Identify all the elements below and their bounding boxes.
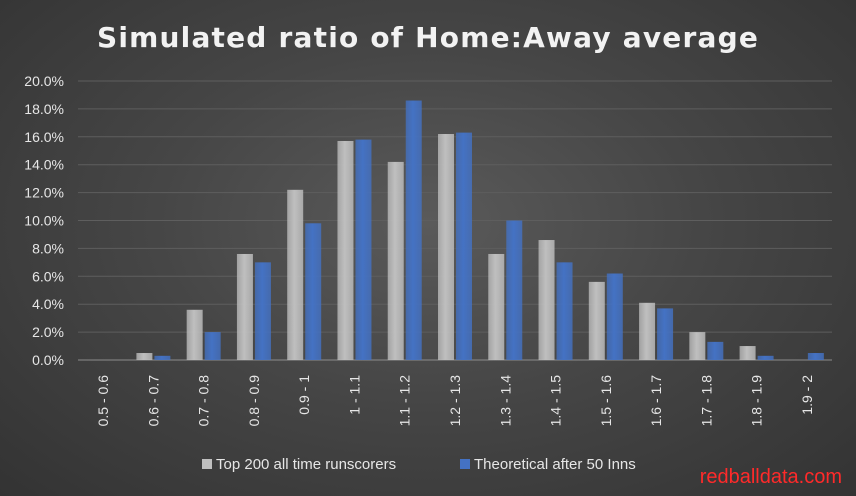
x-tick-label: 0.7 - 0.8 [196,375,212,427]
legend-item: Top 200 all time runscorers [202,456,396,473]
x-tick-label: 1.5 - 1.6 [598,375,614,427]
legend-swatch [202,459,212,469]
y-tick-label: 16.0% [24,129,64,145]
bar-top200 [588,281,605,360]
bar-top200 [739,346,756,360]
bar-theoretical [807,353,824,360]
bar-top200 [438,134,454,360]
x-axis-ticks: 0.5 - 0.6 0.6 - 0.7 0.7 - 0.8 0.8 - 0.9 0.9 … [95,375,815,427]
bar-theoretical [506,220,523,360]
x-tick-label: 1.6 - 1.7 [648,375,664,427]
legend-swatch [460,459,470,469]
chart-title: Simulated ratio of Home:Away average [97,21,759,54]
bar-top200 [538,240,555,360]
x-tick-label: 1.4 - 1.5 [548,375,564,427]
x-tick-label: 0.9 - 1 [296,375,312,415]
bar-theoretical [556,262,573,360]
bar-top200 [287,189,304,360]
legend: Top 200 all time runscorers Theoretical a… [202,456,636,473]
bar-theoretical [154,355,171,360]
bar-theoretical [456,132,472,360]
bar-top200 [387,161,404,360]
bar-theoretical [254,262,271,360]
bars [136,100,824,360]
legend-item: Theoretical after 50 Inns [460,456,636,473]
x-tick-label: 0.8 - 0.9 [246,375,262,427]
bar-top200 [488,253,505,360]
y-tick-label: 0.0% [32,352,64,368]
x-tick-label: 1 - 1.1 [346,375,362,415]
legend-label: Top 200 all time runscorers [216,456,396,473]
bar-theoretical [355,139,372,360]
x-tick-label: 0.6 - 0.7 [145,375,161,427]
bar-top200 [136,353,153,360]
bar-theoretical [757,355,774,360]
x-tick-label: 1.3 - 1.4 [497,375,513,427]
y-tick-label: 20.0% [24,73,64,89]
x-tick-label: 1.8 - 1.9 [749,375,765,427]
y-tick-label: 8.0% [32,240,64,256]
bar-top200 [689,332,706,360]
bar-theoretical [305,223,322,360]
bar-theoretical [204,332,221,360]
x-tick-label: 1.9 - 2 [799,375,815,415]
y-tick-label: 4.0% [32,296,64,312]
x-tick-label: 0.5 - 0.6 [95,375,111,427]
y-tick-label: 18.0% [24,101,64,117]
x-tick-label: 1.1 - 1.2 [397,375,413,427]
bar-theoretical [606,273,623,360]
gridlines [78,80,832,361]
bar-top200 [337,140,354,360]
y-tick-label: 2.0% [32,324,64,340]
bar-theoretical [707,341,724,360]
y-tick-label: 10.0% [24,213,64,229]
y-tick-label: 12.0% [24,185,64,201]
x-tick-label: 1.2 - 1.3 [447,375,463,427]
y-axis-ticks: 0.0% 2.0% 4.0% 6.0% 8.0% 10.0% 12.0% 14.0% 16.0%… [24,73,64,368]
y-tick-label: 14.0% [24,157,64,173]
bar-top200 [236,253,253,360]
x-tick-label: 1.7 - 1.8 [698,375,714,427]
bar-theoretical [405,100,422,360]
legend-label: Theoretical after 50 Inns [474,456,636,473]
bar-top200 [639,302,656,360]
bar-top200 [186,309,203,360]
y-tick-label: 6.0% [32,268,64,284]
watermark: redballdata.com [700,466,842,488]
bar-theoretical [657,308,674,360]
